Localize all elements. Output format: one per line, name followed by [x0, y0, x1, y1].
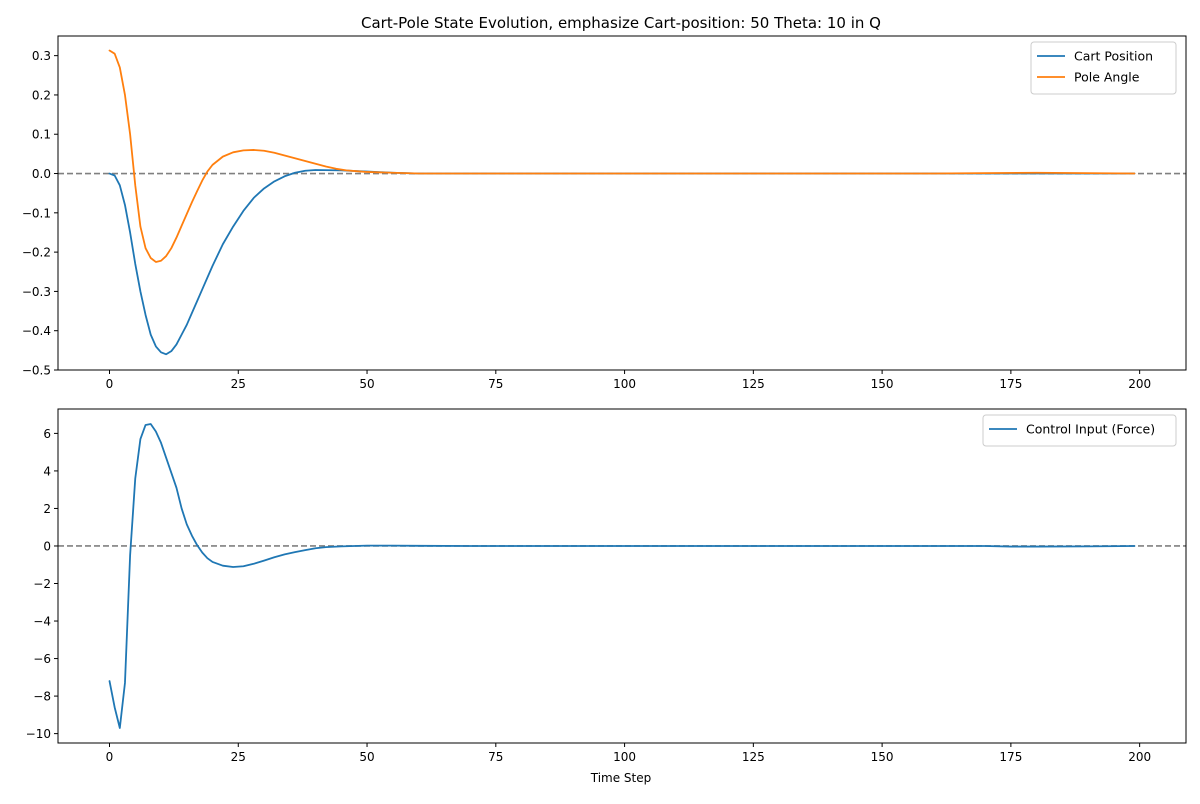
x-tick-label: 75	[488, 377, 503, 391]
y-tick-label: 6	[43, 427, 51, 441]
series-line-pole-angle	[108, 49, 1136, 263]
y-tick-label: 2	[43, 502, 51, 516]
legend-box	[1030, 41, 1177, 95]
y-tick-label: 4	[43, 464, 51, 478]
y-tick-label: −0.3	[22, 285, 51, 299]
legend: Cart Position Pole Angle	[1030, 41, 1177, 95]
y-tick-label: −8	[33, 690, 51, 704]
x-tick-label: 150	[871, 750, 894, 764]
y-tick-label: 0.1	[32, 128, 51, 142]
y-tick-label: 0.2	[32, 88, 51, 102]
y-tick-label: −2	[33, 577, 51, 591]
x-tick-label: 75	[488, 750, 503, 764]
x-tick-label: 175	[999, 377, 1022, 391]
legend: Control Input (Force)	[982, 414, 1177, 447]
y-tick-label: −0.1	[22, 206, 51, 220]
y-tick-label: −10	[26, 727, 51, 741]
series-line-control-input-force	[108, 423, 1136, 729]
legend-label: Cart Position	[1074, 49, 1153, 64]
y-tick-label: 0.0	[32, 167, 51, 181]
y-tick-label: −6	[33, 652, 51, 666]
y-tick-label: 0.3	[32, 49, 51, 63]
x-tick-label: 100	[613, 377, 636, 391]
axes-frame	[57, 408, 1187, 744]
x-tick-label: 0	[106, 377, 114, 391]
x-tick-label: 50	[359, 377, 374, 391]
axes-frame	[57, 35, 1187, 371]
x-tick-label: 0	[106, 750, 114, 764]
x-tick-label: 125	[742, 750, 765, 764]
chart-title: Cart-Pole State Evolution, emphasize Car…	[361, 14, 881, 32]
legend-box	[982, 414, 1177, 447]
y-tick-label: 0	[43, 539, 51, 553]
state-plot: 0 25 50 75 100 125 150 175 200 −0.5 −0.4 −0.3 −0.2 −0…	[22, 35, 1187, 391]
y-tick-label: −0.4	[22, 324, 51, 338]
x-tick-label: 125	[742, 377, 765, 391]
x-tick-label: 200	[1128, 377, 1151, 391]
x-tick-label: 175	[999, 750, 1022, 764]
x-tick-label: 25	[231, 377, 246, 391]
x-tick-label: 200	[1128, 750, 1151, 764]
legend-label: Control Input (Force)	[1026, 422, 1155, 437]
x-tick-label: 150	[871, 377, 894, 391]
x-tick-label: 100	[613, 750, 636, 764]
y-tick-label: −4	[33, 615, 51, 629]
x-tick-label: 25	[231, 750, 246, 764]
x-axis-label: Time Step	[590, 771, 652, 785]
y-tick-label: −0.5	[22, 364, 51, 378]
x-tick-label: 50	[359, 750, 374, 764]
control-plot: 0 25 50 75 100 125 150 175 200 −10 −8 −6 −4 −2 0 2 4 6 Con…	[26, 408, 1187, 764]
legend-label: Pole Angle	[1074, 70, 1140, 85]
y-tick-label: −0.2	[22, 246, 51, 260]
